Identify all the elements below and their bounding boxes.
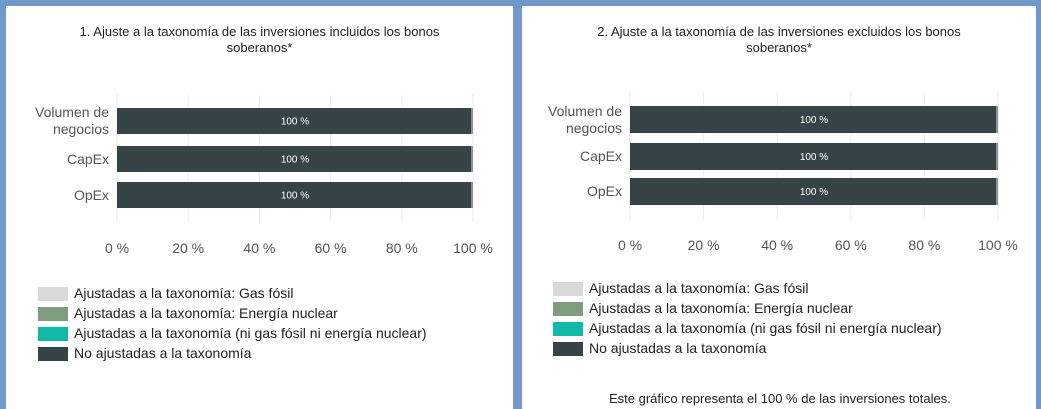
x-tick-label: 60 % [314, 240, 347, 256]
bar-edge [471, 108, 473, 134]
x-tick-label: 40 % [761, 237, 794, 253]
legend-swatch [38, 347, 68, 361]
x-tick-label: 20 % [172, 240, 205, 256]
y-tick-label: Volumen de negocios [548, 102, 622, 136]
y-tick-label: OpEx [73, 186, 109, 203]
value-label: 100 % [800, 115, 828, 126]
legend-label: No ajustadas a la taxonomía [74, 345, 252, 361]
x-tick-label: 80 % [385, 240, 418, 256]
x-tick-label: 80 % [908, 237, 941, 253]
legend-swatch [553, 342, 583, 356]
legend-label: No ajustadas a la taxonomía [589, 340, 767, 356]
value-label: 100 % [281, 155, 309, 166]
chart-panel: 100 % 100 % 100 % 1. Ajuste a la taxonomía … [6, 6, 513, 409]
bar-segment [630, 178, 998, 205]
y-tick-label: CapEx [66, 150, 109, 167]
bar-segment [117, 146, 473, 172]
y-tick-label: OpEx [586, 183, 622, 199]
legend-swatch [553, 282, 583, 296]
bar-segment [117, 108, 473, 134]
legend-swatch [38, 287, 68, 301]
chart: 100 % 100 % 100 % [629, 92, 999, 219]
x-tick-label: 60 % [834, 237, 867, 253]
x-tick-label: 0 % [104, 240, 130, 256]
y-tick-label: CapEx [579, 148, 622, 164]
value-label: 100 % [800, 152, 828, 163]
chart-title: 2. Ajuste a la taxonomía de las inversio… [597, 24, 961, 55]
annotation: Este gráfico representa el 100 % de las … [609, 391, 951, 406]
legend-label: Ajustadas a la taxonomía: Energía nuclea… [589, 300, 853, 316]
bar-edge [996, 178, 998, 205]
chart-panel: 100 % 100 % 100 % 2. Ajuste a la taxonomía … [522, 6, 1036, 409]
value-label: 100 % [281, 191, 309, 202]
x-tick-label: 100 % [453, 240, 493, 256]
legend-swatch [553, 322, 583, 336]
bar-edge [471, 146, 473, 172]
chart-title: 1. Ajuste a la taxonomía de las inversio… [79, 24, 440, 55]
bar-segment [117, 182, 473, 208]
x-tick-label: 0 % [617, 237, 643, 253]
legend-swatch [38, 327, 68, 341]
legend-label: Ajustadas a la taxonomía: Gas fósil [74, 285, 294, 301]
bar-segment [630, 143, 998, 170]
bar-edge [996, 106, 998, 133]
bar-edge [996, 143, 998, 170]
bar-edge [471, 182, 473, 208]
legend-label: Ajustadas a la taxonomía (ni gas fósil n… [74, 325, 427, 341]
chart: 100 % 100 % 100 % [116, 94, 474, 222]
x-tick-label: 100 % [978, 237, 1018, 253]
legend-swatch [38, 307, 68, 321]
x-tick-label: 40 % [243, 240, 276, 256]
legend-label: Ajustadas a la taxonomía (ni gas fósil n… [589, 320, 942, 336]
value-label: 100 % [281, 117, 309, 128]
legend-label: Ajustadas a la taxonomía: Gas fósil [589, 280, 809, 296]
x-tick-label: 20 % [687, 237, 720, 253]
value-label: 100 % [800, 187, 828, 198]
y-tick-label: Volumen de negocios [35, 104, 109, 137]
legend-label: Ajustadas a la taxonomía: Energía nuclea… [74, 305, 338, 321]
bar-segment [630, 106, 998, 133]
legend-swatch [553, 302, 583, 316]
